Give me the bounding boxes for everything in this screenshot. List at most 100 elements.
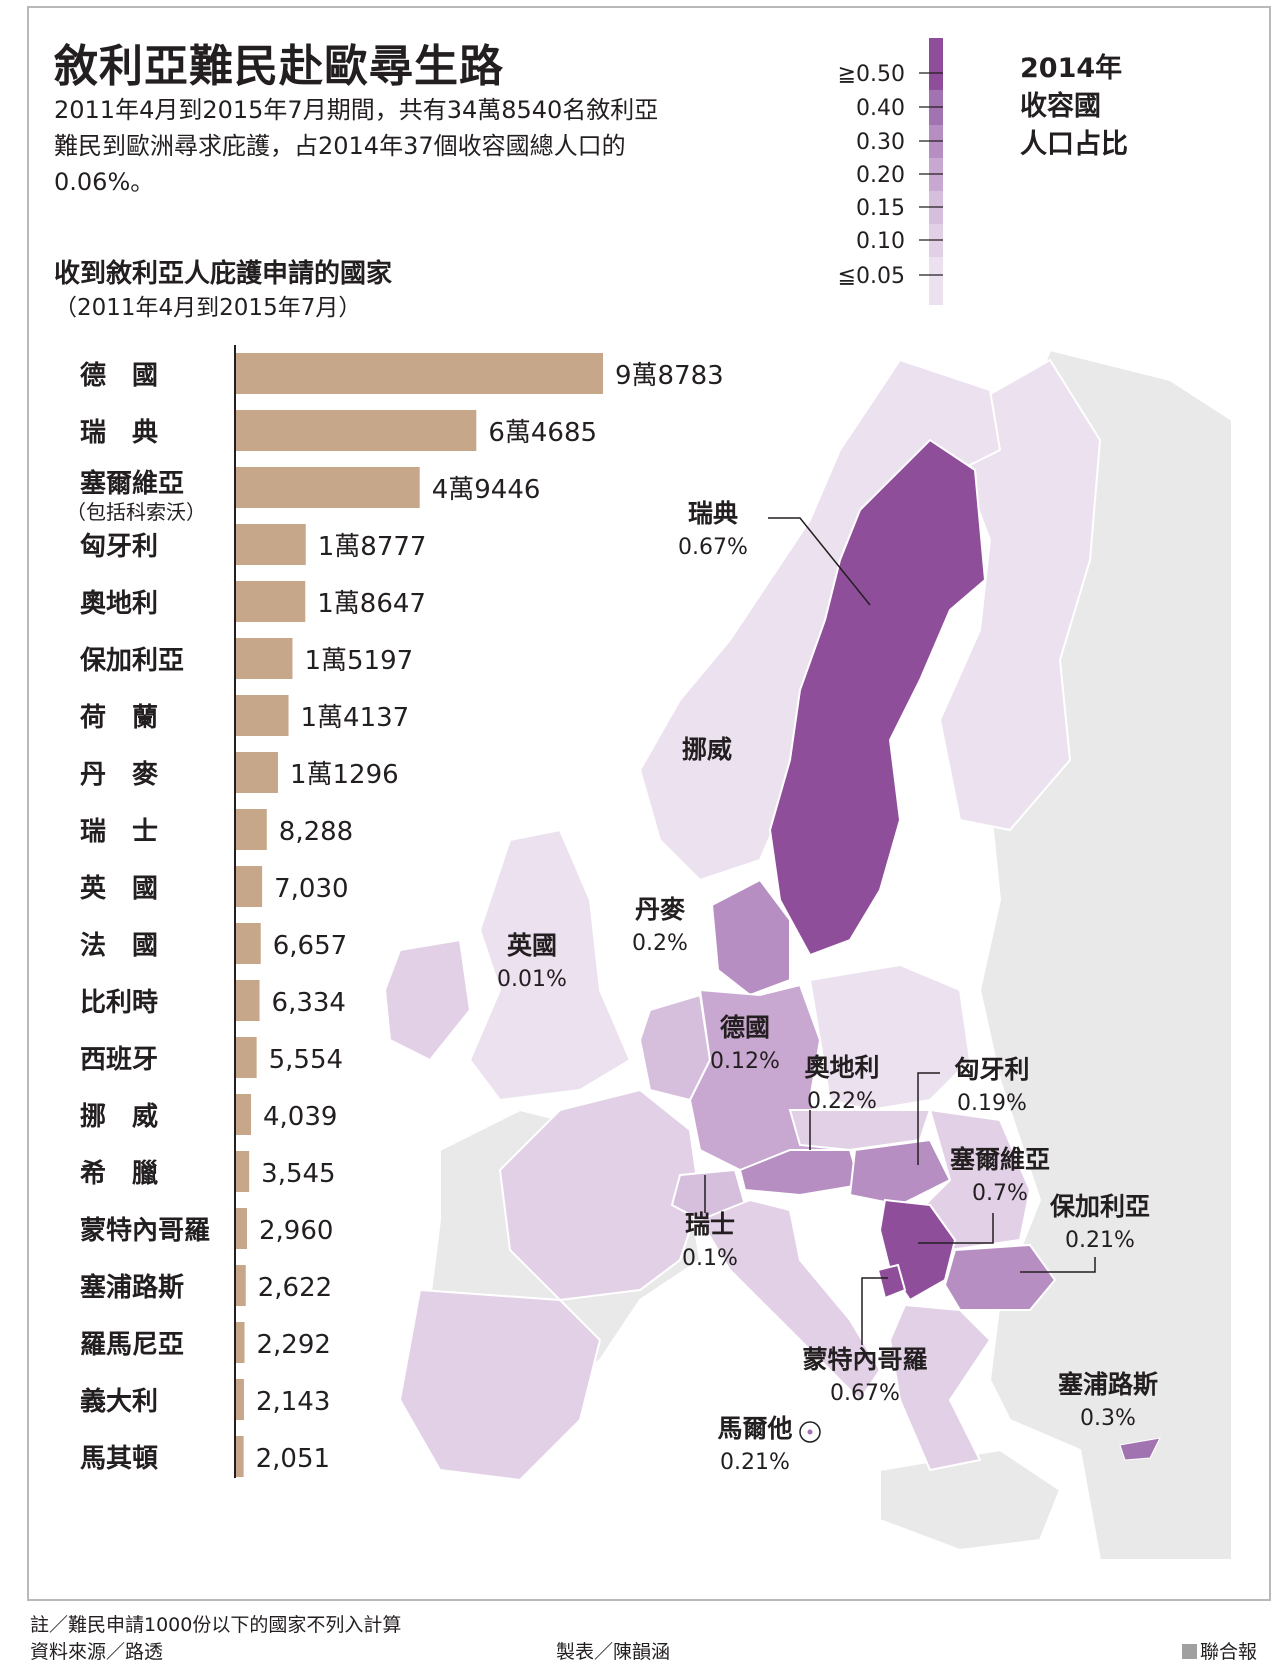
map-country-label: 保加利亞 <box>1049 1192 1150 1221</box>
map-country-value: 0.1% <box>682 1246 738 1271</box>
category-label: 匈牙利 <box>80 532 158 562</box>
bar <box>236 809 267 850</box>
value-label: 1萬5197 <box>304 646 413 676</box>
value-label: 1萬8777 <box>318 532 427 562</box>
bar <box>236 1151 250 1192</box>
color-legend: ≧0.50 0.40 0.30 0.20 0.15 0.10 ≦0.05 <box>838 38 943 305</box>
legend-tick-label: 0.10 <box>856 229 905 254</box>
category-label: 塞爾維亞 <box>80 468 184 499</box>
map-country-value: 0.01% <box>497 967 567 992</box>
legend-tick-label: ≧0.50 <box>838 62 905 87</box>
map-country-label: 挪威 <box>682 735 732 764</box>
map-country-label: 奧地利 <box>804 1053 879 1082</box>
bar <box>236 1094 252 1135</box>
footer-note: 註／難民申請1000份以下的國家不列入計算 <box>30 1614 402 1636</box>
map-country-value: 0.67% <box>678 535 748 560</box>
map-country-label: 塞爾維亞 <box>950 1145 1050 1174</box>
bar <box>236 695 289 736</box>
category-label: 法 國 <box>80 931 158 961</box>
leader-line <box>918 1213 994 1244</box>
map-region-greece <box>888 1303 992 1472</box>
footer-brand: 聯合報 <box>1182 1637 1257 1664</box>
map-region-ireland <box>383 938 472 1062</box>
bar <box>236 467 420 508</box>
map-region-cyprus <box>1119 1437 1161 1461</box>
map-country-label: 蒙特內哥羅 <box>802 1345 927 1374</box>
map-country-label: 瑞典 <box>688 499 738 528</box>
malta-dot <box>807 1429 813 1435</box>
map-country-label: 瑞士 <box>685 1210 735 1239</box>
legend-tick-label: 0.30 <box>856 130 905 155</box>
value-label: 2,051 <box>256 1444 330 1474</box>
map-country-value: 0.22% <box>807 1089 877 1114</box>
map-country-label: 馬爾他 <box>717 1414 792 1443</box>
bar <box>236 1436 244 1477</box>
map-region-bulgaria <box>943 1243 1057 1311</box>
category-label: 希 臘 <box>80 1158 158 1189</box>
category-note: （包括科索沃） <box>66 500 206 524</box>
bar <box>236 1322 245 1363</box>
legend-title-line: 2014年 <box>1020 53 1123 84</box>
map-country-label: 德國 <box>720 1013 770 1042</box>
map-country-value: 0.7% <box>972 1181 1028 1206</box>
category-label: 瑞 典 <box>80 418 158 448</box>
legend-title-line: 人口占比 <box>1020 129 1128 160</box>
value-label: 8,288 <box>279 817 353 847</box>
map-country-value: 0.12% <box>710 1049 780 1074</box>
bar <box>236 923 261 964</box>
legend-swatch <box>929 38 943 90</box>
map-region-czech <box>788 1109 932 1152</box>
bar-chart-heading: 收到敘利亞人庇護申請的國家 <box>54 259 393 289</box>
category-label: 羅馬尼亞 <box>80 1330 184 1360</box>
map-country-label: 丹麥 <box>635 895 686 924</box>
value-label: 5,554 <box>269 1045 343 1075</box>
map-region-denmark <box>710 878 791 997</box>
map-region-france <box>498 1088 702 1302</box>
intro-text: 2011年4月到2015年7月期間，共有34萬8540名敘利亞難民到歐洲尋求庇護… <box>54 96 659 196</box>
graphic-frame <box>27 6 1271 1601</box>
map-region-finland <box>938 358 1102 832</box>
value-label: 4,039 <box>263 1102 337 1132</box>
leader-line <box>861 1277 888 1345</box>
value-label: 2,622 <box>258 1273 332 1303</box>
map-country-label: 匈牙利 <box>954 1055 1029 1084</box>
value-label: 2,143 <box>256 1387 330 1417</box>
bar-chart-period: （2011年4月到2015年7月） <box>54 295 362 321</box>
legend-tick-label: ≦0.05 <box>838 264 905 289</box>
category-label: 英 國 <box>80 874 158 904</box>
bar <box>236 1379 244 1420</box>
map-region-uk <box>468 828 632 1102</box>
map-region-spain <box>398 1288 602 1482</box>
bar <box>236 1037 257 1078</box>
value-label: 2,960 <box>259 1216 333 1246</box>
malta-marker <box>799 1421 821 1443</box>
value-label: 7,030 <box>274 874 348 904</box>
brand-name: 聯合報 <box>1200 1641 1258 1663</box>
map-country-value: 0.3% <box>1080 1406 1136 1431</box>
leader-line <box>768 517 871 606</box>
category-label: 保加利亞 <box>79 646 184 676</box>
category-label: 荷 蘭 <box>80 703 158 733</box>
page-title: 敘利亞難民赴歐尋生路 <box>54 41 504 92</box>
land-background <box>879 1448 1062 1552</box>
category-label: 奧地利 <box>80 589 158 619</box>
value-label: 2,292 <box>257 1330 331 1360</box>
leader-line <box>917 1072 940 1165</box>
leader-line <box>1020 1257 1096 1273</box>
value-label: 1萬8647 <box>317 589 426 619</box>
map-country-value: 0.67% <box>830 1381 900 1406</box>
bar <box>236 1265 246 1306</box>
value-label: 3,545 <box>261 1159 335 1189</box>
map-region-romania <box>918 1108 1032 1252</box>
category-label: 德 國 <box>80 361 158 391</box>
legend-title: 2014年 收容國 人口占比 <box>1020 50 1170 164</box>
category-label: 馬其頓 <box>80 1444 158 1474</box>
europe-map <box>383 348 1233 1561</box>
category-label: 挪 威 <box>80 1101 158 1132</box>
footer-source: 資料來源／路透 <box>30 1641 164 1663</box>
map-country-value: 0.19% <box>957 1091 1027 1116</box>
category-label: 瑞 士 <box>80 817 158 847</box>
map-country-value: 0.21% <box>720 1450 790 1475</box>
